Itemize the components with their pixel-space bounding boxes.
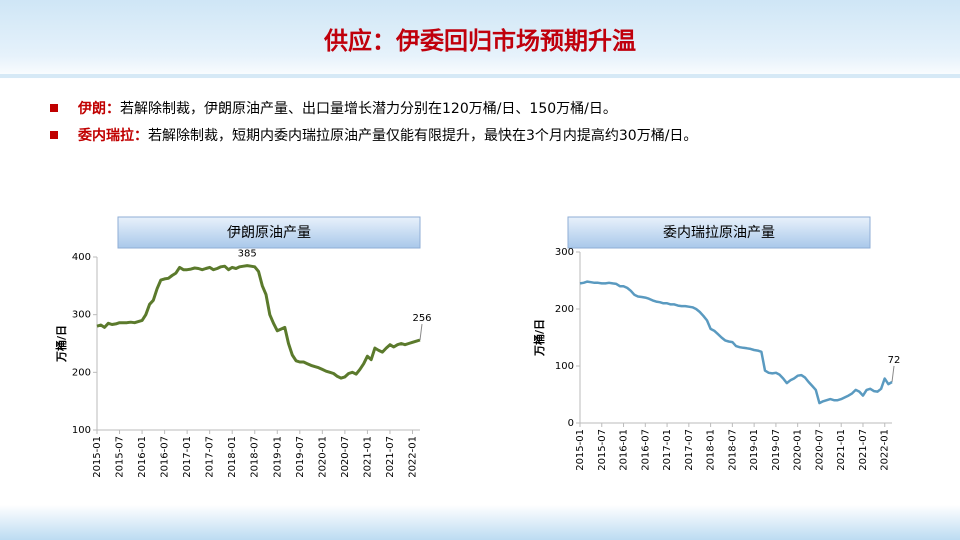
- y-tick-label: 200: [555, 304, 574, 315]
- y-tick-label: 400: [72, 252, 91, 263]
- y-axis-label: 万桶/日: [54, 325, 68, 363]
- x-tick-label: 2016-07: [640, 429, 651, 471]
- x-tick-label: 2018-01: [227, 436, 238, 478]
- annotation: 256: [412, 313, 431, 324]
- y-axis-label: 万桶/日: [532, 319, 546, 357]
- bullet: 委内瑞拉：若解除制裁，短期内委内瑞拉原油产量仅能有限提升，最快在3个月内提高约3…: [77, 127, 697, 144]
- x-tick-label: 2022-01: [407, 436, 418, 478]
- x-tick-label: 2016-07: [160, 436, 171, 478]
- header-line: [0, 74, 960, 78]
- y-tick-label: 300: [72, 310, 91, 321]
- chart-title: 伊朗原油产量: [227, 225, 311, 241]
- bullet-label: 委内瑞拉：: [77, 127, 148, 144]
- x-tick-label: 2017-01: [662, 429, 673, 471]
- x-tick-label: 2020-07: [340, 436, 351, 478]
- annotation-leader: [891, 365, 895, 383]
- x-tick-label: 2015-07: [115, 436, 126, 478]
- x-tick-label: 2018-01: [706, 429, 717, 471]
- x-tick-label: 2016-01: [137, 436, 148, 478]
- x-tick-label: 2017-07: [684, 429, 695, 471]
- bullet: 伊朗：若解除制裁，伊朗原油产量、出口量增长潜力分别在120万桶/日、150万桶/…: [77, 100, 617, 117]
- x-tick-label: 2022-01: [880, 429, 891, 471]
- x-tick-label: 2019-01: [272, 436, 283, 478]
- bullet-square: [50, 104, 58, 112]
- y-tick-label: 0: [568, 418, 574, 429]
- chart-title-box: [117, 216, 421, 249]
- data-line: [96, 264, 421, 380]
- bullet-text: 若解除制裁，短期内委内瑞拉原油产量仅能有限提升，最快在3个月内提高约30万桶/日…: [148, 127, 697, 144]
- x-tick-label: 2021-07: [858, 429, 869, 471]
- x-tick-label: 2020-01: [317, 436, 328, 478]
- x-tick-label: 2019-01: [749, 429, 760, 471]
- chart-title: 委内瑞拉原油产量: [663, 225, 775, 241]
- x-tick-label: 2018-07: [250, 436, 261, 478]
- annotation-leader: [419, 323, 423, 341]
- annotation: 385: [238, 249, 257, 260]
- bullet-label: 伊朗：: [77, 100, 120, 117]
- x-tick-label: 2020-07: [814, 429, 825, 471]
- x-tick-label: 2021-07: [385, 436, 396, 478]
- x-tick-label: 2021-01: [836, 429, 847, 471]
- x-tick-label: 2015-01: [92, 436, 103, 478]
- y-tick-label: 100: [72, 425, 91, 436]
- x-tick-label: 2018-07: [727, 429, 738, 471]
- x-tick-label: 2020-01: [793, 429, 804, 471]
- x-tick-label: 2021-01: [362, 436, 373, 478]
- x-tick-label: 2017-07: [205, 436, 216, 478]
- x-tick-label: 2016-01: [619, 429, 630, 471]
- y-tick-label: 300: [555, 247, 574, 258]
- data-line: [579, 280, 893, 405]
- footer-band: [0, 505, 960, 540]
- x-tick-label: 2019-07: [295, 436, 306, 478]
- bullet-text: 若解除制裁，伊朗原油产量、出口量增长潜力分别在120万桶/日、150万桶/日。: [120, 101, 617, 117]
- x-tick-label: 2017-01: [182, 436, 193, 478]
- x-tick-label: 2015-07: [597, 429, 608, 471]
- bullet-square: [50, 131, 58, 139]
- header-band: [0, 0, 960, 80]
- chart-title-box: [567, 216, 871, 249]
- x-tick-label: 2019-07: [771, 429, 782, 471]
- y-tick-label: 200: [72, 367, 91, 378]
- y-tick-label: 100: [555, 361, 574, 372]
- slide-title: 供应：伊委回归市场预期升温: [323, 27, 636, 55]
- annotation: 72: [888, 355, 901, 366]
- x-tick-label: 2015-01: [575, 429, 586, 471]
